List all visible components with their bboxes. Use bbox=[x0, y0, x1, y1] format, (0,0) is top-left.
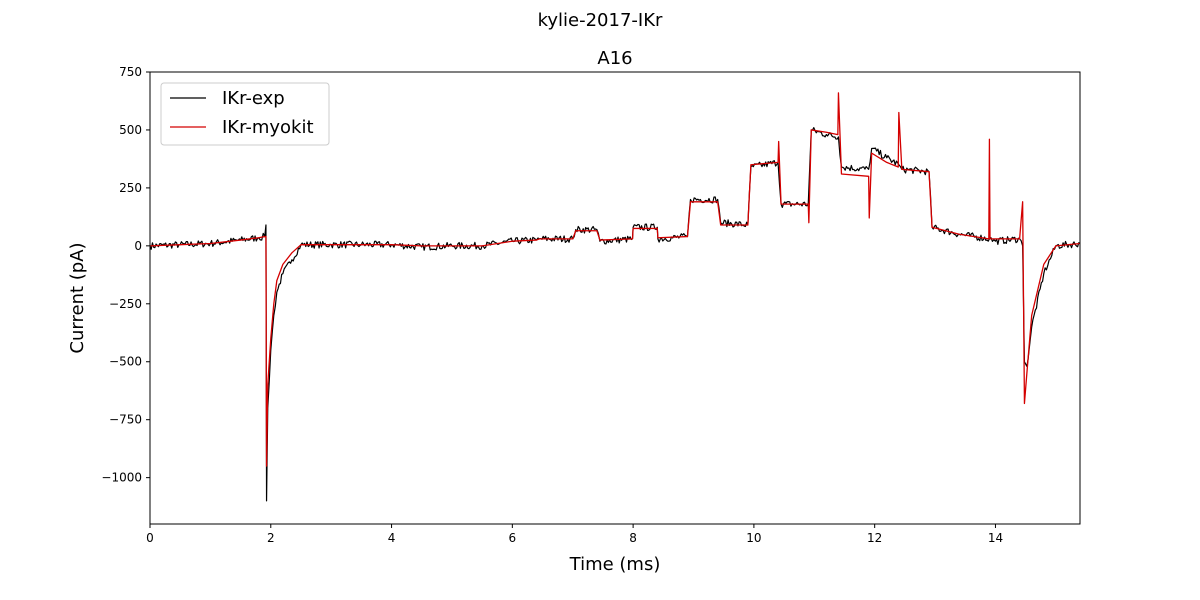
x-tick-label: 2 bbox=[267, 531, 275, 545]
legend-label-exp: IKr-exp bbox=[222, 88, 285, 109]
legend: IKr-exp IKr-myokit bbox=[160, 82, 330, 146]
plot-frame bbox=[149, 71, 1081, 525]
y-tick-label: −750 bbox=[109, 413, 142, 427]
x-tick-label: 8 bbox=[629, 531, 637, 545]
y-tick-label: 750 bbox=[119, 65, 142, 79]
x-tick-label: 4 bbox=[388, 531, 396, 545]
series-line-myokit bbox=[149, 92, 1081, 467]
x-tick-label: 14 bbox=[988, 531, 1003, 545]
y-tick-label: −500 bbox=[109, 355, 142, 369]
x-axis: 0 2 4 6 8 10 12 14 bbox=[146, 524, 1003, 545]
y-tick-label: −250 bbox=[109, 297, 142, 311]
x-tick-label: 6 bbox=[509, 531, 517, 545]
x-axis-label: Time (ms) bbox=[569, 554, 661, 575]
plot-title: A16 bbox=[597, 48, 632, 69]
y-axis: −1000 −750 −500 −250 0 250 500 750 bbox=[101, 65, 150, 485]
figure-title: kylie-2017-IKr bbox=[538, 10, 663, 31]
y-tick-label: −1000 bbox=[101, 471, 142, 485]
y-axis-label: Current (pA) bbox=[67, 242, 88, 353]
x-tick-label: 0 bbox=[146, 531, 154, 545]
x-tick-label: 12 bbox=[867, 531, 882, 545]
legend-label-myokit: IKr-myokit bbox=[222, 117, 314, 138]
y-tick-label: 500 bbox=[119, 123, 142, 137]
x-tick-label: 10 bbox=[746, 531, 761, 545]
y-tick-label: 250 bbox=[119, 181, 142, 195]
series-line-exp bbox=[149, 127, 1081, 502]
y-tick-label: 0 bbox=[134, 239, 142, 253]
series-layer bbox=[149, 92, 1081, 502]
